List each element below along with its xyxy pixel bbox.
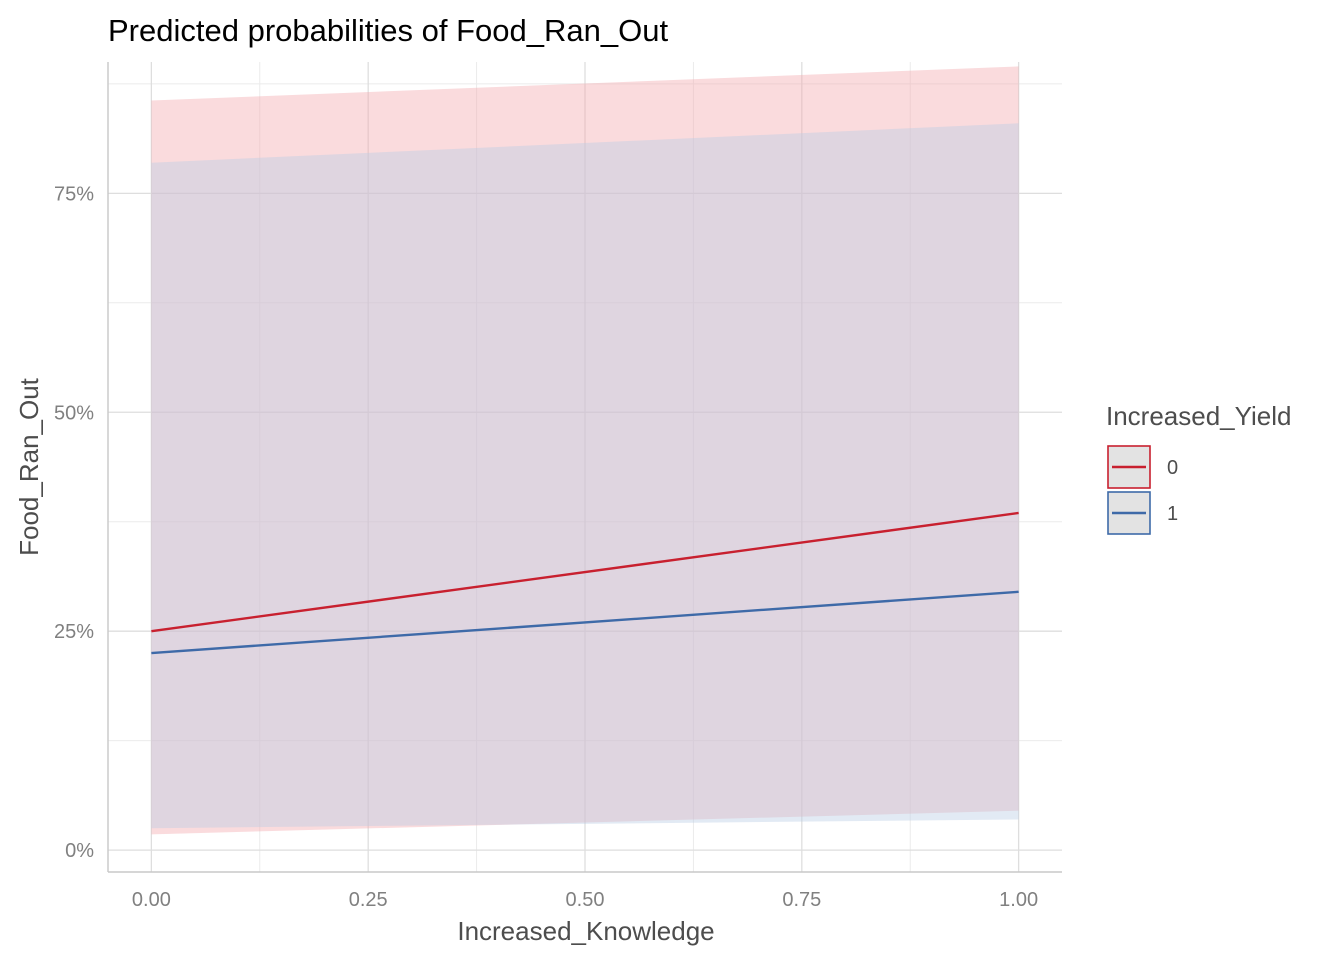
legend: Increased_Yield 01 bbox=[1106, 401, 1292, 535]
legend-item-1: 1 bbox=[1107, 491, 1178, 535]
legend-label: 0 bbox=[1167, 457, 1178, 479]
legend-label: 1 bbox=[1167, 503, 1178, 525]
legend-items: 01 bbox=[1107, 445, 1178, 535]
chart-title: Predicted probabilities of Food_Ran_Out bbox=[108, 13, 668, 48]
legend-item-0: 0 bbox=[1107, 445, 1178, 489]
confidence-band-1 bbox=[151, 123, 1019, 829]
y-tick-label: 50% bbox=[54, 402, 94, 424]
x-axis-ticks: 0.00 0.25 0.50 0.75 1.00 bbox=[132, 889, 1038, 911]
gridlines bbox=[108, 62, 1062, 872]
x-tick-label: 0.75 bbox=[782, 889, 821, 911]
y-tick-label: 25% bbox=[54, 621, 94, 643]
x-axis-title: Increased_Knowledge bbox=[457, 916, 714, 946]
x-tick-label: 0.00 bbox=[132, 889, 171, 911]
series-line-1 bbox=[151, 590, 1019, 655]
x-tick-label: 0.50 bbox=[566, 889, 605, 911]
y-tick-label: 0% bbox=[65, 840, 94, 862]
y-axis-title: Food_Ran_Out bbox=[14, 377, 44, 556]
axes bbox=[107, 62, 1062, 873]
x-tick-label: 0.25 bbox=[349, 889, 388, 911]
x-tick-label: 1.00 bbox=[999, 889, 1038, 911]
series-line-0 bbox=[151, 511, 1019, 633]
confidence-bands bbox=[151, 66, 1019, 835]
y-tick-label: 75% bbox=[54, 183, 94, 205]
confidence-band-0 bbox=[151, 66, 1019, 835]
y-axis-ticks: 0% 25% 50% 75% bbox=[54, 183, 94, 862]
series-lines bbox=[151, 511, 1019, 655]
legend-title: Increased_Yield bbox=[1106, 401, 1292, 431]
